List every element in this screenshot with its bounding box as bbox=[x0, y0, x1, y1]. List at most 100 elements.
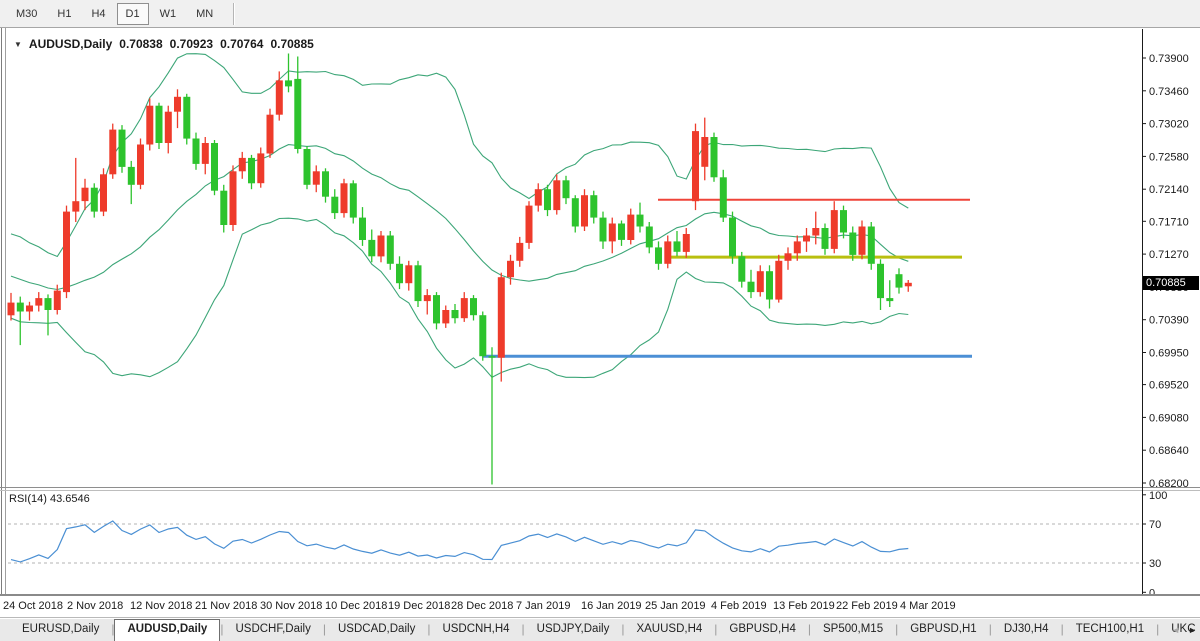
bollinger-middle-line[interactable] bbox=[10, 144, 909, 291]
timeframe-button-h4[interactable]: H4 bbox=[82, 3, 114, 25]
candle-body bbox=[803, 235, 810, 242]
candle-body bbox=[35, 298, 43, 306]
candle-body bbox=[516, 242, 524, 261]
candle-body bbox=[710, 137, 718, 178]
date-axis-label: 7 Jan 2019 bbox=[516, 600, 571, 612]
candle-body bbox=[608, 223, 616, 242]
symbol-tab-usdchf-daily[interactable]: USDCHF,Daily bbox=[235, 623, 311, 635]
tab-separator: | bbox=[988, 622, 992, 636]
ohlc-low: 0.70764 bbox=[220, 37, 264, 51]
symbol-tab-xauusd-h4[interactable]: XAUUSD,H4 bbox=[636, 623, 703, 635]
candle-body bbox=[164, 111, 172, 143]
tab-separator: | bbox=[714, 622, 718, 636]
symbol-tab-bar: EURUSD,Daily | AUDUSD,Daily | USDCHF,Daily | U… bbox=[0, 619, 1200, 641]
price-tick-label: 0.69520 bbox=[1149, 380, 1189, 392]
symbol-tab-gbpusd-h4[interactable]: GBPUSD,H4 bbox=[729, 623, 796, 635]
timeframe-button-m30[interactable]: M30 bbox=[7, 3, 46, 25]
candle-body bbox=[701, 137, 709, 167]
candle-body bbox=[534, 189, 542, 206]
candle-body bbox=[858, 226, 866, 255]
candle-body bbox=[257, 153, 265, 184]
candle-body bbox=[719, 177, 727, 218]
bollinger-lower-line[interactable] bbox=[10, 217, 909, 379]
candle-body bbox=[211, 143, 218, 191]
rsi-line[interactable] bbox=[10, 520, 909, 563]
chart-window[interactable] bbox=[0, 28, 1200, 595]
symbol-tab-audusd-daily[interactable]: AUDUSD,Daily bbox=[114, 619, 221, 641]
tab-separator: | bbox=[1156, 622, 1160, 636]
candle-body bbox=[673, 241, 681, 252]
candle-body bbox=[118, 129, 126, 167]
timeframe-button-h1[interactable]: H1 bbox=[48, 3, 80, 25]
candle-body bbox=[109, 129, 117, 175]
rsi-tick-label: 30 bbox=[1149, 558, 1161, 570]
candle-body bbox=[285, 80, 292, 87]
symbol-tab-gbpusd-h1[interactable]: GBPUSD,H1 bbox=[910, 623, 977, 635]
tab-separator: | bbox=[521, 622, 525, 636]
symbol-tab-usdcad-daily[interactable]: USDCAD,Daily bbox=[338, 623, 416, 635]
ohlc-open: 0.70838 bbox=[119, 37, 163, 51]
tab-scroll-left-icon[interactable]: ◄ bbox=[1171, 625, 1181, 635]
candle-body bbox=[359, 217, 366, 240]
timeframe-buttons: M30 H1 H4 D1 W1 MN bbox=[6, 2, 223, 25]
date-axis-label: 2 Nov 2018 bbox=[67, 600, 124, 612]
ohlc-high: 0.70923 bbox=[169, 37, 214, 51]
current-price-label: 0.70885 bbox=[1143, 276, 1199, 290]
date-axis[interactable]: 24 Oct 2018 2 Nov 2018 12 Nov 2018 21 Nov 2… bbox=[0, 595, 1200, 618]
candle-body bbox=[692, 131, 699, 202]
candle-body bbox=[414, 265, 422, 302]
candle-body bbox=[220, 190, 228, 225]
candle-body bbox=[877, 263, 884, 299]
candle-body bbox=[81, 187, 89, 202]
candle-body bbox=[830, 210, 838, 249]
rsi-tick-label: 70 bbox=[1149, 519, 1161, 531]
candle-body bbox=[238, 157, 246, 172]
candle-body bbox=[618, 223, 625, 240]
date-axis-label: 19 Dec 2018 bbox=[388, 600, 451, 612]
price-tick-label: 0.69950 bbox=[1149, 348, 1189, 360]
candle-body bbox=[442, 310, 450, 324]
tab-scroll-right-icon[interactable]: ► bbox=[1188, 625, 1197, 635]
symbol-tab-eurusd-daily[interactable]: EURUSD,Daily bbox=[22, 623, 100, 635]
timeframe-button-mn[interactable]: MN bbox=[187, 3, 222, 25]
symbol-dropdown-icon[interactable]: ▼ bbox=[14, 39, 22, 49]
date-axis-label: 24 Oct 2018 bbox=[3, 600, 63, 612]
date-axis-label: 22 Feb 2019 bbox=[836, 600, 898, 612]
timeframe-button-w1[interactable]: W1 bbox=[151, 3, 186, 25]
symbol-tab-ukc[interactable]: UKC bbox=[1171, 623, 1196, 635]
rsi-tick-label: 0 bbox=[1149, 587, 1155, 599]
candle-body bbox=[349, 183, 357, 218]
symbol-tab-usdjpy-daily[interactable]: USDJPY,Daily bbox=[536, 623, 610, 635]
bollinger-upper-line[interactable] bbox=[10, 53, 909, 258]
candle-body bbox=[405, 265, 413, 284]
candle-body bbox=[470, 298, 477, 316]
candle-body bbox=[396, 263, 403, 284]
candle-body bbox=[821, 228, 829, 249]
price-tick-label: 0.70390 bbox=[1149, 315, 1189, 327]
price-tick-label: 0.68200 bbox=[1149, 478, 1189, 490]
tab-separator: | bbox=[807, 622, 811, 636]
candle-body bbox=[812, 228, 820, 236]
candle-body bbox=[682, 234, 690, 252]
candle-body bbox=[155, 105, 163, 143]
symbol-tab-usdcnh-h4[interactable]: USDCNH,H4 bbox=[442, 623, 510, 635]
tab-separator: | bbox=[220, 622, 224, 636]
candle-body bbox=[849, 232, 857, 255]
symbol-tab-sp500-m15[interactable]: SP500,M15 bbox=[823, 623, 884, 635]
price-tick-label: 0.71270 bbox=[1149, 249, 1189, 261]
candle-body bbox=[488, 356, 496, 358]
symbol-tab-dj30-h4[interactable]: DJ30,H4 bbox=[1003, 623, 1049, 635]
rsi-tick-label: 100 bbox=[1149, 490, 1167, 502]
candle-body bbox=[331, 196, 339, 214]
price-tick-label: 0.72140 bbox=[1149, 184, 1189, 196]
candle-body bbox=[756, 271, 764, 293]
candle-body bbox=[886, 298, 894, 302]
timeframe-button-d1[interactable]: D1 bbox=[116, 2, 149, 25]
candle-body bbox=[507, 260, 514, 278]
tab-separator: | bbox=[111, 622, 115, 636]
candle-body bbox=[127, 166, 135, 185]
symbol-tab-tech100-h1[interactable]: TECH100,H1 bbox=[1075, 623, 1145, 635]
candle-body bbox=[377, 235, 385, 257]
